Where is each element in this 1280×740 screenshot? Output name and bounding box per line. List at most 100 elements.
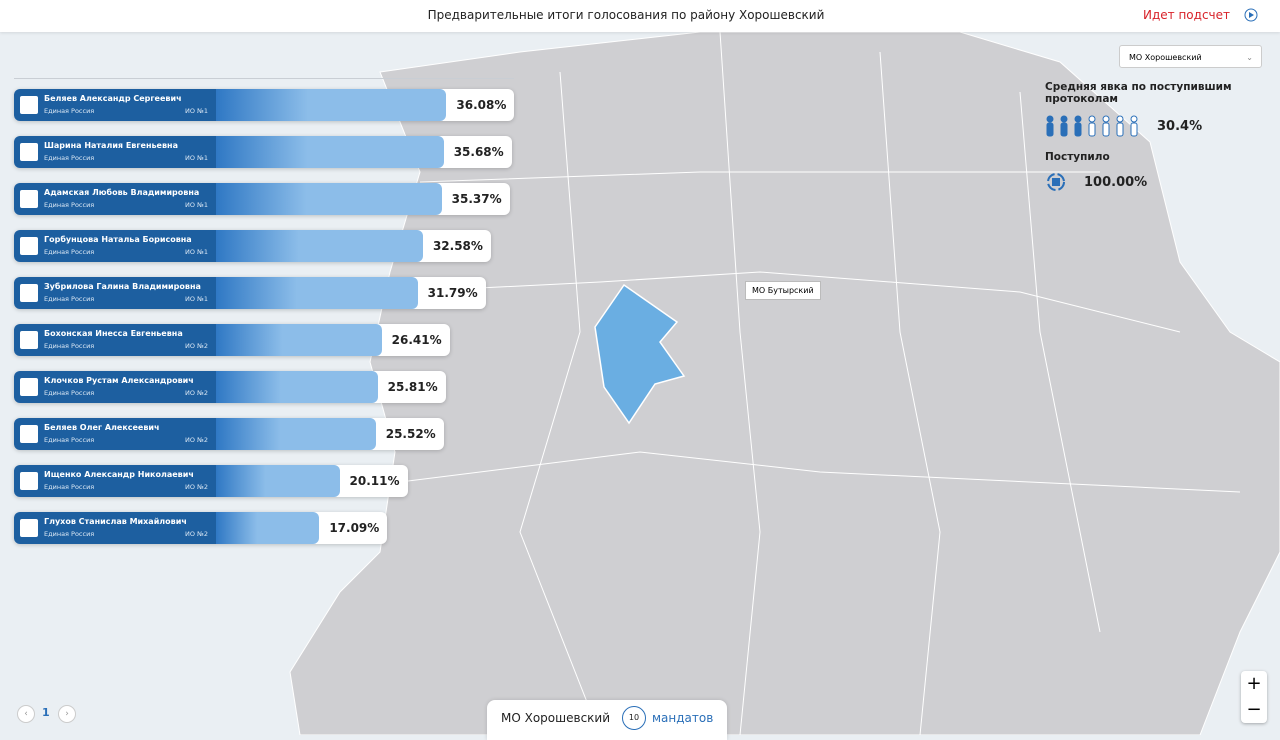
map-borders: [399, 32, 1241, 735]
zoom-out[interactable]: −: [1246, 699, 1262, 720]
vote-bar: [216, 418, 376, 450]
candidate-info: Глухов Станислав Михайлович Единая Россия…: [14, 512, 216, 544]
vote-bar: [216, 277, 418, 309]
received-label: Поступило: [1045, 151, 1110, 163]
received-value: 100.00%: [1084, 175, 1148, 190]
candidate-card: Ищенко Александр Николаевич Единая Россия…: [14, 465, 408, 497]
received-icon: [1047, 173, 1065, 191]
map-label: МО Бутырский: [745, 281, 821, 300]
district: ИО №1: [185, 201, 208, 209]
person-icon: [1060, 122, 1068, 137]
percent: 35.37%: [451, 192, 502, 206]
party-name: Единая Россия: [44, 201, 95, 209]
party-name: Единая Россия: [44, 342, 95, 350]
person-icon: [1046, 115, 1054, 123]
percent: 20.11%: [349, 474, 400, 488]
percent: 32.58%: [432, 239, 483, 253]
candidate-card: Клочков Рустам Александрович Единая Росси…: [14, 371, 446, 403]
candidate-card: Беляев Александр Сергеевич Единая Россия И…: [14, 89, 515, 121]
prev-page[interactable]: ‹: [17, 705, 35, 723]
turnout-value: 30.4%: [1157, 119, 1203, 134]
candidate-name: Зубрилова Галина Владимировна: [44, 282, 201, 291]
candidate-card: Беляев Олег Алексеевич Единая Россия ИО №2…: [14, 418, 444, 450]
zoom-in[interactable]: +: [1246, 673, 1262, 694]
district: ИО №1: [185, 107, 208, 115]
vote-bar: [216, 136, 444, 168]
percent: 25.52%: [385, 427, 436, 441]
person-icon: [1046, 122, 1054, 137]
person-icon: [1074, 122, 1082, 137]
people: [1046, 115, 1138, 137]
party-logo: [20, 425, 38, 443]
person-icon: [1088, 122, 1096, 137]
selected-district[interactable]: [594, 283, 686, 425]
district: ИО №1: [185, 295, 208, 303]
party-name: Единая Россия: [44, 436, 95, 444]
candidate-name: Бохонская Инесса Евгеньевна: [44, 329, 183, 338]
district: ИО №2: [185, 436, 208, 444]
party-logo: [20, 96, 38, 114]
person-icon: [1088, 115, 1096, 123]
party-name: Единая Россия: [44, 389, 95, 397]
zoom-control: + −: [1241, 671, 1267, 723]
candidate-name: Ищенко Александр Николаевич: [44, 470, 194, 479]
person-icon: [1116, 122, 1124, 137]
party-name: Единая Россия: [44, 530, 95, 538]
party-logo: [20, 519, 38, 537]
vote-bar: [216, 183, 442, 215]
percent: 17.09%: [329, 521, 380, 535]
percent: 31.79%: [427, 286, 478, 300]
person-icon: [1130, 122, 1138, 137]
candidate-info: Беляев Александр Сергеевич Единая Россия И…: [14, 89, 216, 121]
vote-bar: [216, 230, 423, 262]
percent: 36.08%: [456, 98, 507, 112]
candidate-card: Глухов Станислав Михайлович Единая Россия…: [14, 512, 388, 544]
candidate-info: Ищенко Александр Николаевич Единая Россия…: [14, 465, 216, 497]
district-select[interactable]: МО Хорошевский ⌄: [1119, 45, 1262, 68]
party-name: Единая Россия: [44, 248, 95, 256]
candidate-card: Бохонская Инесса Евгеньевна Единая Россия…: [14, 324, 450, 356]
party-name: Единая Россия: [44, 107, 95, 115]
header: Предварительные итоги голосования по рай…: [0, 0, 1280, 32]
next-page[interactable]: ›: [58, 705, 76, 723]
district: ИО №1: [185, 154, 208, 162]
candidate-name: Глухов Станислав Михайлович: [44, 517, 187, 526]
vote-bar: [216, 371, 378, 403]
mandates-count: 10: [622, 706, 646, 730]
candidate-card: Горбунцова Натальа Борисовна Единая Росси…: [14, 230, 491, 262]
turnout-label: Средняя явка по поступившим протоколам: [1045, 81, 1232, 105]
page-number[interactable]: 1: [42, 706, 50, 719]
candidate-name: Горбунцова Натальа Борисовна: [44, 235, 192, 244]
vote-bar: [216, 512, 320, 544]
candidate-info: Адамская Любовь Владимировна Единая Росси…: [14, 183, 216, 215]
mandates-label: мандатов: [652, 711, 714, 725]
percent: 35.68%: [453, 145, 504, 159]
district: ИО №2: [185, 389, 208, 397]
title: Предварительные итоги голосования по рай…: [427, 8, 825, 22]
divider: [14, 78, 514, 79]
party-name: Единая Россия: [44, 154, 95, 162]
district: ИО №2: [185, 342, 208, 350]
person-icon: [1060, 115, 1068, 123]
party-logo: [20, 331, 38, 349]
party-logo: [20, 190, 38, 208]
footer-panel: МО Хорошевский 10 мандатов: [487, 700, 727, 740]
party-logo: [20, 472, 38, 490]
person-icon: [1102, 115, 1110, 123]
candidate-info: Зубрилова Галина Владимировна Единая Росс…: [14, 277, 216, 309]
district: ИО №1: [185, 248, 208, 256]
candidate-name: Клочков Рустам Александрович: [44, 376, 194, 385]
candidate-name: Беляев Александр Сергеевич: [44, 94, 182, 103]
party-logo: [20, 378, 38, 396]
candidate-info: Бохонская Инесса Евгеньевна Единая Россия…: [14, 324, 216, 356]
candidate-info: Клочков Рустам Александрович Единая Росси…: [14, 371, 216, 403]
district: ИО №2: [185, 483, 208, 491]
percent: 26.41%: [391, 333, 442, 347]
person-icon: [1116, 115, 1124, 123]
party-logo: [20, 237, 38, 255]
play-icon[interactable]: [1244, 8, 1258, 22]
candidate-info: Горбунцова Натальа Борисовна Единая Росси…: [14, 230, 216, 262]
map: [289, 32, 1280, 735]
candidate-name: Беляев Олег Алексеевич: [44, 423, 160, 432]
